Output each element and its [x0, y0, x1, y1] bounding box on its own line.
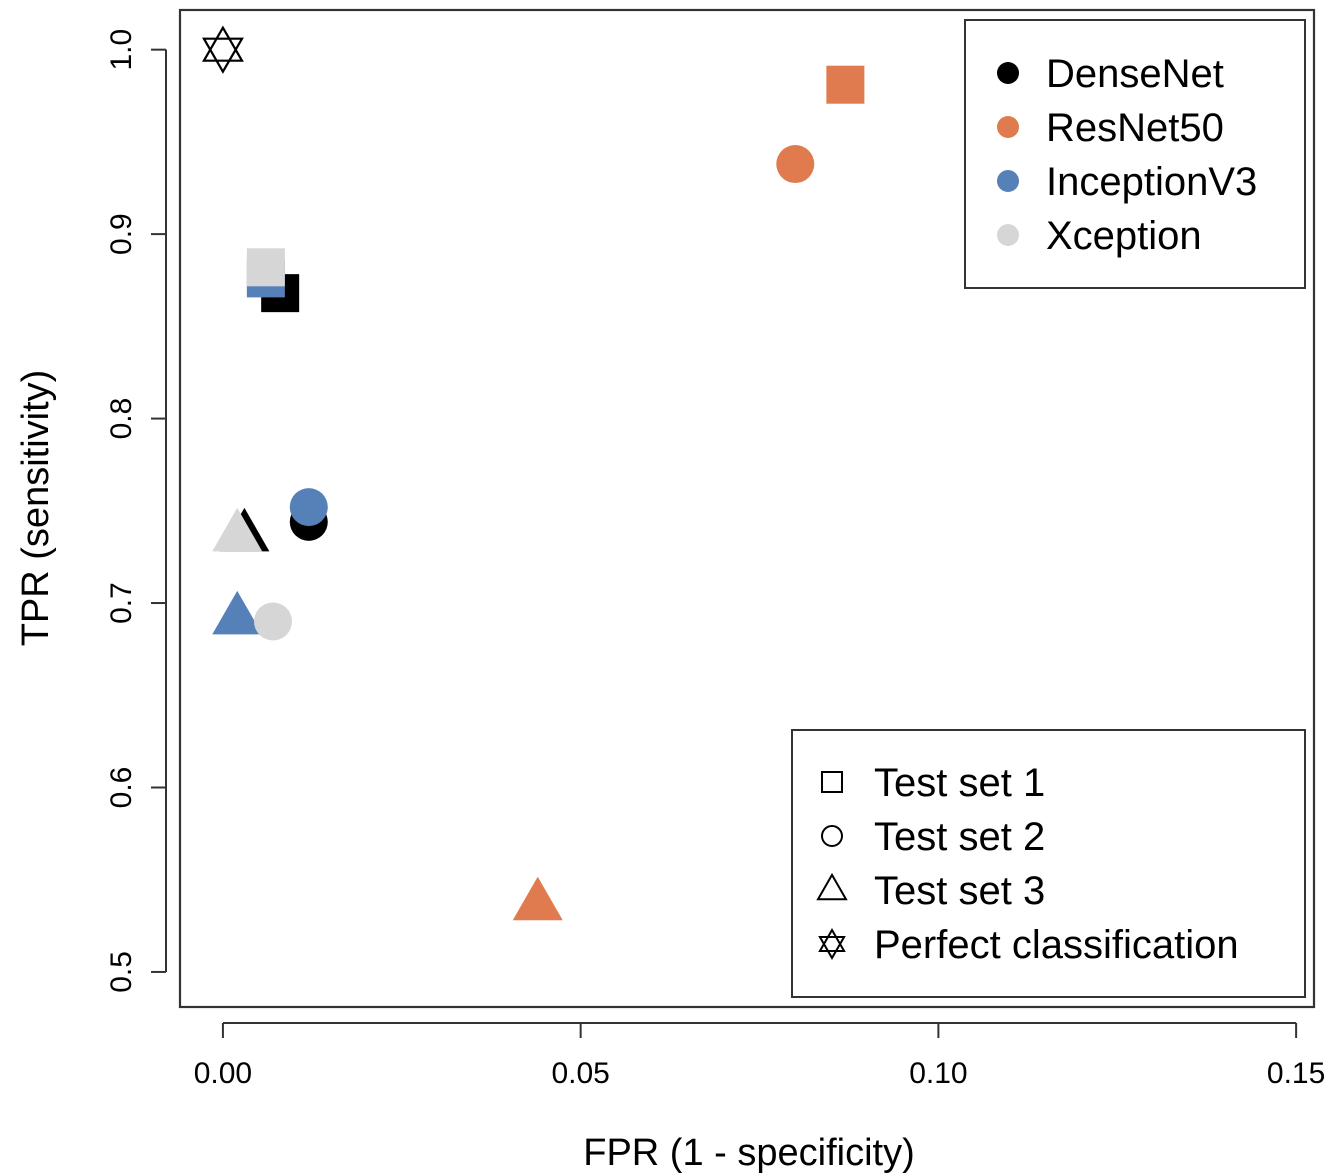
model-legend: DenseNet ResNet50 InceptionV3 Xception: [964, 19, 1306, 289]
model-legend-label: InceptionV3: [1046, 160, 1257, 204]
model-legend-swatch: [997, 116, 1019, 138]
y-tick-label: 0.9: [105, 213, 138, 255]
data-points: [201, 25, 865, 921]
model-legend-label: DenseNet: [1046, 52, 1224, 96]
y-tick-label: 0.5: [105, 951, 138, 993]
data-point: [254, 602, 293, 641]
testset-legend-label: Perfect classification: [874, 923, 1239, 967]
testset-legend-label: Test set 2: [874, 815, 1045, 859]
data-point: [826, 65, 865, 104]
y-tick-label: 0.6: [105, 767, 138, 809]
y-tick-label: 0.8: [105, 398, 138, 440]
data-point: [776, 145, 815, 184]
model-legend-swatch: [997, 170, 1019, 192]
model-legend-label: Xception: [1046, 214, 1202, 258]
data-point: [246, 248, 285, 287]
plot-frame: [178, 8, 1316, 1009]
y-tick-label: 0.7: [105, 582, 138, 624]
testset-legend-symbol: [818, 927, 846, 961]
x-axis-title: FPR (1 - specificity): [583, 1132, 914, 1173]
testset-legend-box: [791, 729, 1306, 998]
model-legend-swatch: [997, 62, 1019, 84]
y-axis: 0.5 0.6 0.7 0.8 0.9 1.0: [105, 29, 167, 993]
x-tick-label: 0.05: [551, 1057, 609, 1090]
testset-legend-label: Test set 3: [874, 869, 1045, 913]
testset-legend: Test set 1 Test set 2 Test set 3 Perfect cl…: [791, 729, 1306, 998]
x-axis: 0.00 0.05 0.10 0.15: [194, 1022, 1324, 1090]
testset-legend-symbol: [821, 825, 843, 847]
y-tick-label: 1.0: [105, 29, 138, 71]
testset-legend-label: Test set 1: [874, 761, 1045, 805]
data-point: [212, 590, 263, 635]
model-legend-swatch: [997, 224, 1019, 246]
x-tick-label: 0.00: [194, 1057, 252, 1090]
x-tick-label: 0.10: [909, 1057, 967, 1090]
model-legend-box: [964, 19, 1306, 289]
x-tick-label: 0.15: [1267, 1057, 1324, 1090]
data-point-perfect-classification: [201, 25, 244, 74]
model-legend-label: ResNet50: [1046, 106, 1224, 150]
y-axis-title: TPR (sensitivity): [15, 370, 57, 647]
testset-legend-symbol: [821, 771, 843, 793]
data-point: [512, 876, 563, 921]
testset-legend-symbol: [816, 872, 848, 901]
data-point: [289, 488, 328, 527]
data-point: [212, 507, 263, 552]
